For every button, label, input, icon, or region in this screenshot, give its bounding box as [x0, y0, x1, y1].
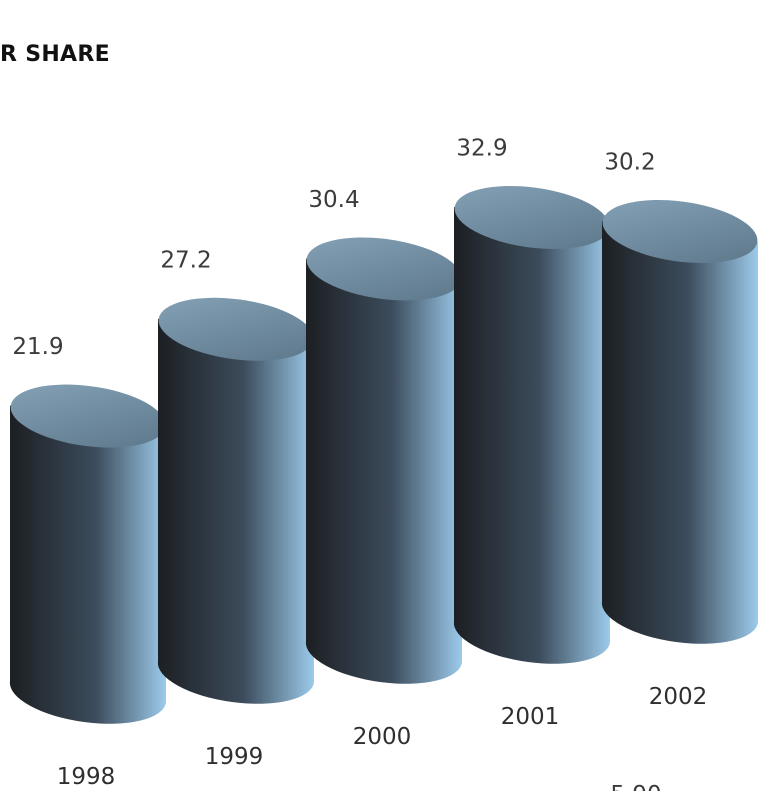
bar-side-1999	[157, 318, 314, 704]
bar-2002	[601, 199, 758, 644]
bar-side-2002	[601, 220, 758, 644]
bar-top-2002	[602, 199, 758, 263]
bar-top-1998	[10, 384, 166, 448]
bar-2001	[453, 185, 610, 664]
stray-value-label: 5.90	[610, 782, 661, 791]
value-label-2001: 32.9	[456, 135, 507, 161]
bar-top-1999	[158, 297, 314, 361]
bar-side-2000	[305, 258, 462, 684]
category-label-2000: 2000	[353, 724, 412, 750]
category-label-1999: 1999	[205, 744, 264, 770]
value-label-2002: 30.2	[604, 149, 655, 175]
bar-2000	[305, 237, 462, 684]
category-label-2001: 2001	[501, 704, 560, 730]
value-label-2000: 30.4	[308, 187, 359, 213]
bar-1999	[157, 297, 314, 704]
bar-top-2000	[306, 237, 462, 301]
category-label-2002: 2002	[649, 684, 708, 710]
bar-side-2001	[453, 206, 610, 664]
bar-side-1998	[9, 405, 167, 724]
chart-title: R SHARE	[0, 42, 110, 67]
bar-1998	[9, 384, 167, 724]
value-label-1999: 27.2	[160, 247, 211, 273]
value-label-1998: 21.9	[12, 334, 63, 360]
category-label-1998: 1998	[57, 764, 116, 790]
bars-group	[9, 185, 758, 724]
bar-top-2001	[454, 185, 610, 249]
labels-group: 21.9 1998 27.2 1999 30.4 2000 32.9 2001 30.2 2002…	[12, 135, 707, 791]
